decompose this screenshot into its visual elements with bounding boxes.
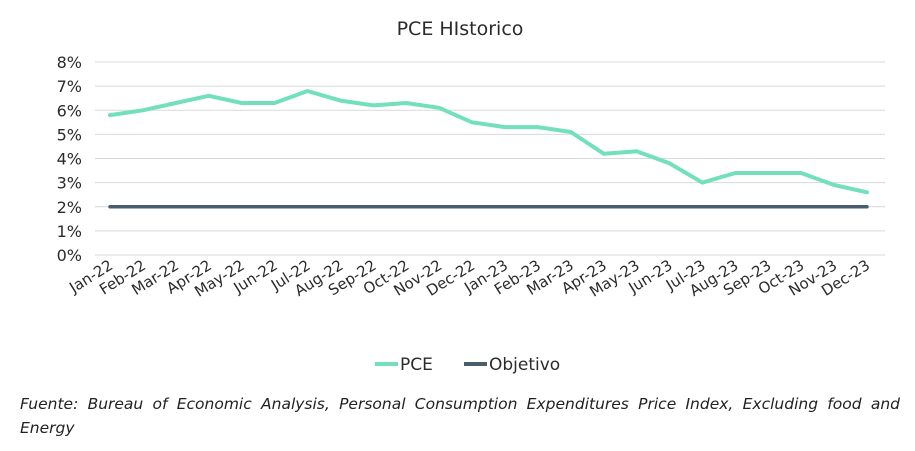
legend-label: PCE	[400, 355, 433, 375]
legend: PCE Objetivo	[375, 355, 560, 375]
source-note: Fuente: Bureau of Economic Analysis, Per…	[20, 395, 900, 437]
y-tick-label: 1%	[57, 222, 82, 241]
y-tick-label: 6%	[57, 101, 82, 120]
gridlines	[95, 61, 885, 256]
legend-label: Objetivo	[489, 355, 560, 375]
x-axis-ticks: Jan-22Feb-22Mar-22Apr-22May-22Jun-22Jul-…	[65, 256, 873, 301]
y-tick-label: 5%	[57, 125, 82, 144]
y-axis-ticks: 0% 1% 2% 3% 4% 5% 6% 7% 8%	[57, 53, 82, 265]
y-tick-label: 2%	[57, 198, 82, 217]
y-tick-label: 3%	[57, 174, 82, 193]
pce-line-chart: PCE HIstorico 0% 1% 2% 3% 4% 5% 6% 7% 8% Jan-22F…	[57, 18, 885, 375]
y-tick-label: 8%	[57, 53, 82, 72]
y-tick-label: 7%	[57, 77, 82, 96]
series-line-pce	[108, 89, 869, 195]
y-tick-label: 4%	[57, 150, 82, 169]
chart-title: PCE HIstorico	[397, 18, 524, 40]
y-tick-label: 0%	[57, 246, 82, 265]
series-lines	[108, 89, 869, 209]
